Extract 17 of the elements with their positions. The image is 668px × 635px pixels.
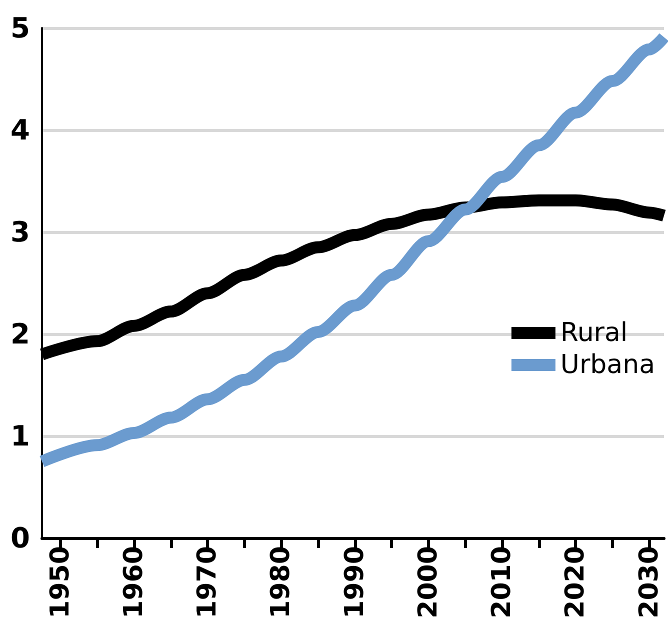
x-tick-label: 2020 xyxy=(560,546,591,618)
x-tick-label: 2030 xyxy=(634,546,664,618)
x-tick-label: 2010 xyxy=(487,546,518,618)
x-tick-label: 1980 xyxy=(266,546,296,618)
x-tick-label: 1970 xyxy=(192,546,223,618)
legend-label: Urbana xyxy=(560,350,656,380)
x-tick-label: 2000 xyxy=(413,546,444,618)
x-tick-label: 1950 xyxy=(45,546,76,618)
x-tick-label: 1990 xyxy=(340,546,370,618)
y-tick-label: 2 xyxy=(10,318,30,350)
y-tick-label: 0 xyxy=(10,522,30,554)
y-tick-label: 4 xyxy=(10,114,30,146)
y-tick-label: 3 xyxy=(10,216,30,248)
y-tick-label: 5 xyxy=(10,12,30,44)
y-tick-label: 1 xyxy=(10,420,30,452)
legend-label: Rural xyxy=(560,318,628,348)
x-tick-label: 1960 xyxy=(119,546,150,618)
